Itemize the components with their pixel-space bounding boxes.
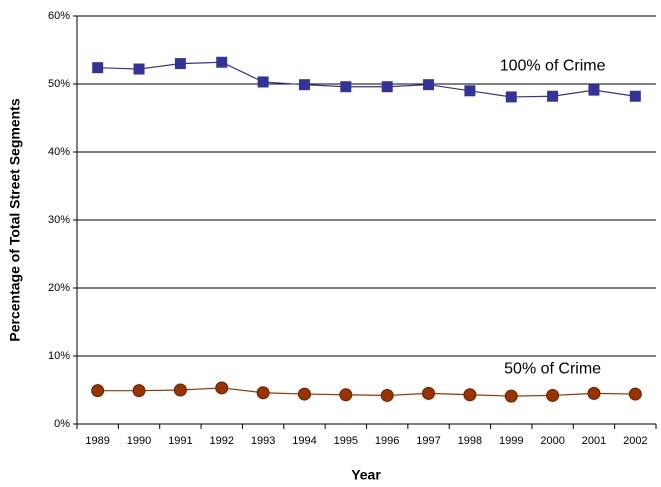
marker — [629, 90, 641, 102]
x-tick-label: 1993 — [251, 435, 275, 447]
marker — [380, 388, 394, 402]
x-tick-label: 1990 — [127, 435, 151, 447]
x-tick-label: 2002 — [623, 435, 647, 447]
series-label: 100% of Crime — [500, 57, 606, 74]
marker — [422, 386, 436, 400]
marker — [215, 381, 229, 395]
marker — [173, 383, 187, 397]
x-tick-label: 1994 — [292, 435, 316, 447]
y-tick-label: 30% — [48, 214, 70, 226]
marker — [340, 81, 352, 93]
marker — [464, 85, 476, 97]
marker — [216, 56, 228, 68]
x-tick-label: 1991 — [168, 435, 192, 447]
x-tick-label: 1989 — [85, 435, 109, 447]
y-tick-label: 0% — [54, 418, 70, 430]
marker — [339, 388, 353, 402]
marker — [505, 91, 517, 103]
x-tick-label: 2001 — [582, 435, 606, 447]
y-axis-title: Percentage of Total Street Segments — [7, 98, 23, 341]
marker — [298, 79, 310, 91]
y-tick-label: 60% — [48, 10, 70, 22]
marker — [132, 384, 146, 398]
x-tick-label: 1995 — [334, 435, 358, 447]
marker — [546, 388, 560, 402]
series-label: 50% of Crime — [504, 361, 601, 378]
marker — [133, 63, 145, 75]
marker — [587, 386, 601, 400]
marker — [504, 389, 518, 403]
marker — [91, 384, 105, 398]
marker — [547, 90, 559, 102]
y-tick-label: 20% — [48, 282, 70, 294]
x-tick-label: 1998 — [458, 435, 482, 447]
x-tick-label: 1992 — [210, 435, 234, 447]
marker — [628, 387, 642, 401]
marker — [257, 76, 269, 88]
marker — [297, 387, 311, 401]
y-tick-label: 10% — [48, 350, 70, 362]
marker — [463, 388, 477, 402]
marker — [256, 386, 270, 400]
y-tick-label: 40% — [48, 146, 70, 158]
x-tick-label: 2000 — [540, 435, 564, 447]
marker — [588, 84, 600, 96]
y-tick-label: 50% — [48, 78, 70, 90]
x-axis-title: Year — [351, 467, 381, 483]
series-line — [97, 387, 636, 397]
x-tick-label: 1997 — [416, 435, 440, 447]
x-tick-label: 1999 — [499, 435, 523, 447]
marker — [92, 62, 104, 74]
series-line — [97, 61, 636, 98]
x-tick-label: 1996 — [375, 435, 399, 447]
marker — [381, 81, 393, 93]
marker — [423, 79, 435, 91]
marker — [174, 58, 186, 70]
